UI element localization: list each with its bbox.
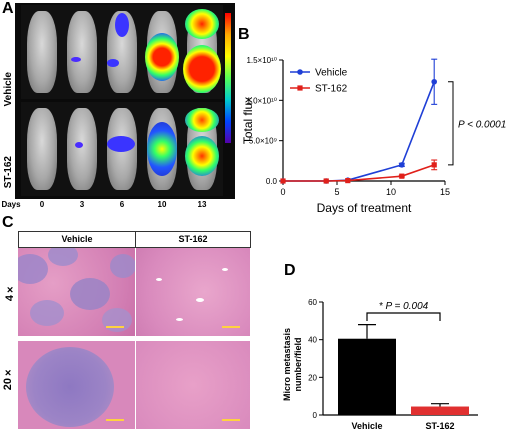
- day-label: 0: [39, 200, 45, 209]
- p-value-annotation: * P = 0.004: [379, 301, 429, 312]
- y-tick-label: 60: [308, 298, 317, 307]
- legend-label: ST-162: [315, 84, 348, 95]
- bar: [338, 338, 396, 415]
- row-label-vehicle: Vehicle: [3, 72, 14, 107]
- panel-d-letter: D: [284, 262, 296, 279]
- x-tick-label: 5: [334, 187, 339, 197]
- y-tick-label: 5.0×10⁹: [249, 137, 277, 146]
- mouse-image: [141, 5, 183, 99]
- category-label: Vehicle: [351, 421, 382, 431]
- data-point: [399, 162, 405, 168]
- y-tick-label: 1.5×10¹⁰: [246, 56, 277, 65]
- day-label: 3: [79, 200, 85, 209]
- mouse-image: [181, 5, 223, 99]
- p-value-annotation: P < 0.0001: [458, 119, 506, 130]
- scale-bar: [106, 419, 124, 421]
- panel-c-letter: C: [2, 214, 14, 231]
- bar-chart-micrometastasis: 0 20 40 60 Micro metastasis number/field Vehic…: [282, 298, 478, 431]
- histology-4x-st162: [136, 248, 250, 336]
- x-tick-label: 10: [386, 187, 396, 197]
- x-tick-label: 0: [280, 187, 285, 197]
- mouse-image: [181, 102, 223, 196]
- scale-bar: [222, 419, 240, 421]
- mouse-image: [101, 5, 143, 99]
- series-line: [283, 81, 435, 182]
- legend-marker: [297, 69, 303, 75]
- magnification-label-4x: 4×: [4, 283, 16, 302]
- day-label: 6: [119, 200, 125, 209]
- significance-bracket: [366, 312, 441, 321]
- scale-bar: [106, 326, 124, 328]
- panel-a-letter: A: [2, 0, 14, 17]
- legend-label: Vehicle: [315, 68, 348, 79]
- y-tick-label: 0: [313, 411, 318, 420]
- radiance-colorbar: [225, 13, 231, 143]
- histology-20x-st162: [136, 341, 250, 429]
- line-chart-total-flux: 0.0 5.0×10⁹ 1.0×10¹⁰ 1.5×10¹⁰ 0 5 10 15 Days of …: [241, 56, 506, 215]
- data-point: [345, 177, 351, 184]
- day-label: 10: [157, 200, 167, 209]
- series-line: [283, 164, 435, 182]
- bioluminescence-image-grid: [15, 3, 235, 199]
- mouse-image: [61, 5, 103, 99]
- data-point: [280, 178, 286, 184]
- scale-bar: [222, 326, 240, 328]
- y-tick-label: 1.0×10¹⁰: [246, 96, 277, 105]
- row-label-st162: ST-162: [3, 156, 14, 189]
- panel-b-letter: B: [238, 26, 250, 43]
- y-axis-title: Total flux: [241, 97, 255, 144]
- mouse-image: [61, 102, 103, 196]
- histology-4x-vehicle: [18, 248, 135, 336]
- y-axis-title: Micro metastasis: [282, 328, 292, 401]
- days-label: Days: [1, 200, 21, 209]
- data-point: [431, 78, 437, 85]
- data-point: [323, 178, 329, 184]
- x-tick-label: 15: [440, 187, 450, 197]
- y-tick-label: 40: [308, 336, 317, 345]
- y-axis-title: number/field: [293, 337, 303, 391]
- mouse-image: [21, 5, 63, 99]
- y-tick-label: 0.0: [266, 177, 278, 186]
- magnification-label-20x: 20×: [2, 366, 14, 391]
- column-header-st162: ST-162: [135, 231, 251, 248]
- mouse-image: [141, 102, 183, 196]
- significance-bracket: [448, 81, 454, 166]
- y-tick-label: 20: [308, 373, 317, 382]
- histology-20x-vehicle: [18, 341, 135, 429]
- column-header-vehicle: Vehicle: [18, 231, 136, 248]
- legend-marker: [297, 85, 303, 91]
- mouse-image: [101, 102, 143, 196]
- data-point: [431, 162, 437, 168]
- category-label: ST-162: [425, 421, 454, 431]
- bar: [411, 406, 469, 415]
- mouse-image: [21, 102, 63, 196]
- data-point: [399, 173, 405, 179]
- x-axis-title: Days of treatment: [317, 201, 412, 215]
- day-label: 13: [197, 200, 207, 209]
